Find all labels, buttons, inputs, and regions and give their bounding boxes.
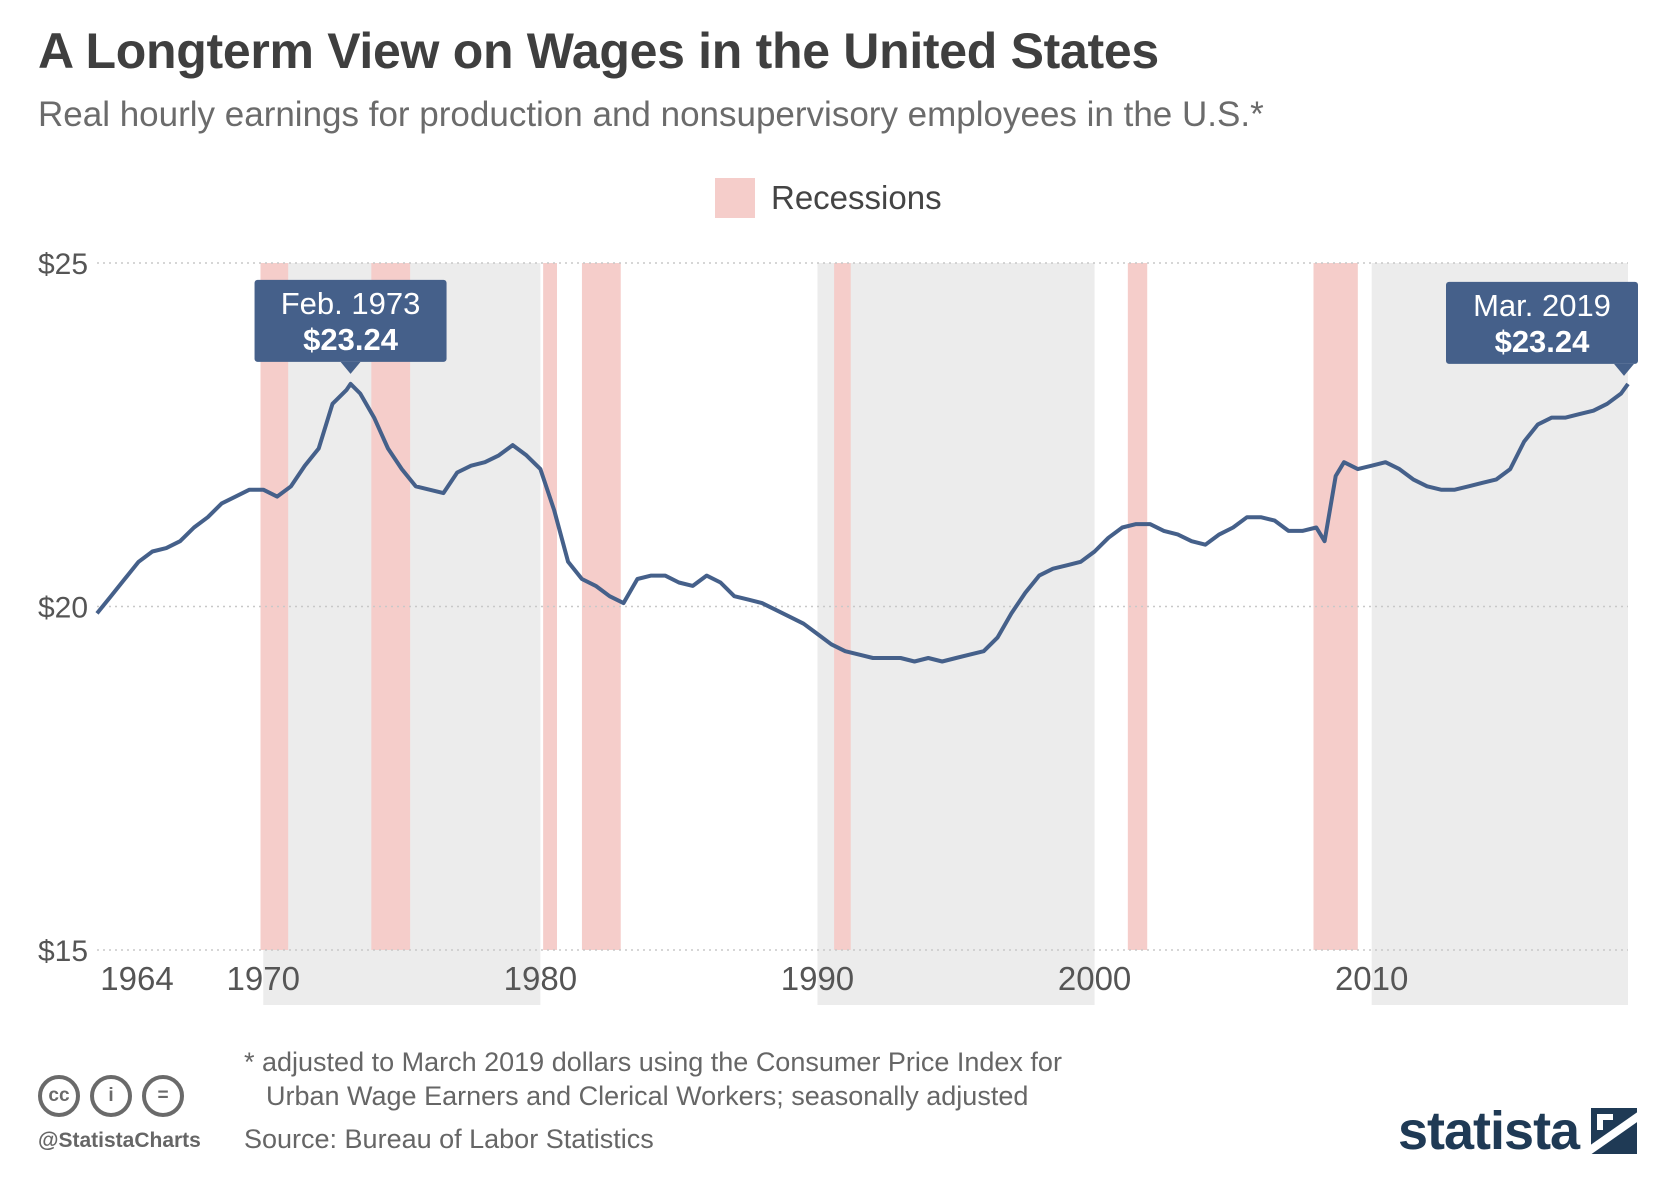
social-handle[interactable]: @StatistaCharts [38, 1129, 201, 1152]
y-tick-label: $20 [38, 592, 88, 625]
by-icon[interactable]: i [90, 1075, 132, 1117]
y-tick-label: $25 [38, 248, 88, 281]
chart-subtitle: Real hourly earnings for production and … [38, 95, 1264, 134]
decade-band [817, 263, 1095, 1005]
decade-band [1371, 263, 1628, 1005]
wage-line [95, 381, 1630, 664]
recession-bar [1127, 263, 1148, 950]
legend: Recessions [715, 178, 942, 218]
x-tick-label: 1990 [781, 960, 854, 997]
statista-logo[interactable]: statista [1398, 1100, 1638, 1162]
statista-mark-icon [1591, 1108, 1638, 1154]
legend-label-recessions: Recessions [771, 179, 942, 216]
footnote-line-1: * adjusted to March 2019 dollars using t… [244, 1047, 1062, 1077]
callout-value: $23.24 [1495, 324, 1591, 359]
footnote: * adjusted to March 2019 dollars using t… [244, 1045, 1062, 1113]
cc-icon[interactable]: cc [38, 1075, 80, 1117]
callout-date: Mar. 2019 [1473, 288, 1611, 323]
x-tick-label: 1980 [504, 960, 577, 997]
callout-pointer [1614, 363, 1634, 376]
callout-box [254, 279, 447, 362]
x-tick-label: 2010 [1335, 960, 1408, 997]
brand-name: statista [1398, 1101, 1580, 1161]
wage-line-chart: $15 $20 $25 1964 1970 1980 1990 2000 2010 Feb. 19… [38, 248, 1638, 1005]
footnote-line-2: Urban Wage Earners and Clerical Workers;… [266, 1081, 1029, 1111]
y-tick-label: $15 [38, 935, 88, 968]
callout-box [1446, 281, 1638, 364]
callout-value: $23.24 [303, 322, 399, 357]
recession-bar [543, 263, 557, 950]
callout-pointer [340, 361, 361, 374]
x-tick-label: 2000 [1058, 960, 1131, 997]
license-icons: cc i = [38, 1075, 184, 1117]
chart-title: A Longterm View on Wages in the United S… [38, 23, 1159, 79]
source-note: Source: Bureau of Labor Statistics [244, 1124, 654, 1154]
callout-date: Feb. 1973 [281, 286, 421, 321]
x-tick-label: 1970 [227, 960, 300, 997]
legend-swatch-recessions [715, 178, 755, 218]
recession-bar [1313, 263, 1358, 950]
nd-icon[interactable]: = [142, 1075, 184, 1117]
x-tick-label: 1964 [100, 960, 173, 997]
